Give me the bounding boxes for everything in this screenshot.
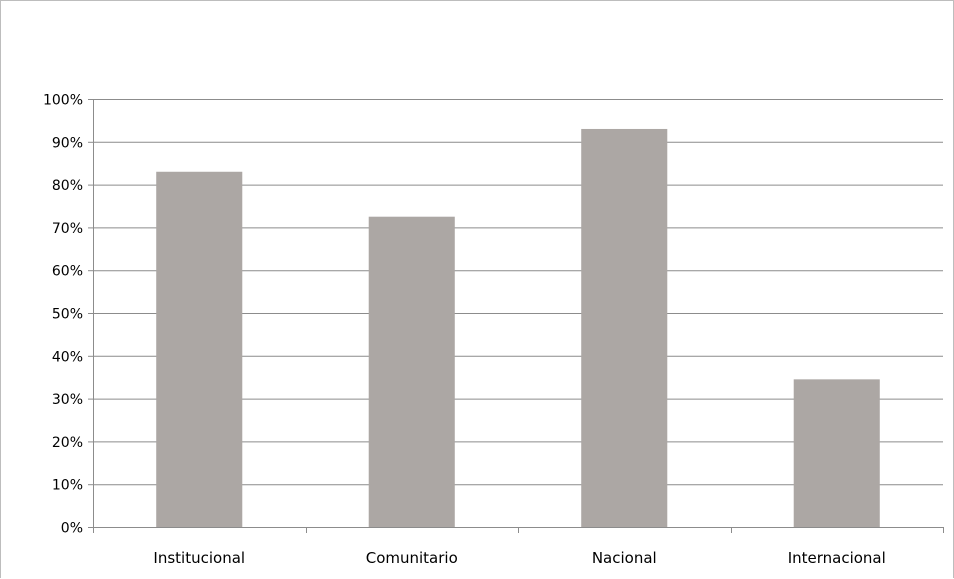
y-tick-label: 90% xyxy=(52,135,83,151)
labels: 0% 10% 20% 30% 40% 50% 60% 70% 80% 90% 100% Institu… xyxy=(43,93,886,568)
y-tick-label: 0% xyxy=(61,521,83,537)
y-tick-label: 10% xyxy=(52,478,83,494)
y-tick-label: 100% xyxy=(43,93,83,109)
y-tick-label: 60% xyxy=(52,264,83,280)
bars xyxy=(156,128,880,527)
y-tick-label: 80% xyxy=(52,178,83,194)
y-tick-label: 30% xyxy=(52,392,83,408)
y-tick-label: 70% xyxy=(52,221,83,237)
x-category-label: Institucional xyxy=(153,549,245,567)
x-category-label: Nacional xyxy=(592,549,657,567)
bar-comunitario xyxy=(368,216,455,527)
x-category-label: Comunitario xyxy=(366,549,458,567)
axes xyxy=(88,99,944,533)
bar-internacional xyxy=(793,379,880,527)
bar-institucional xyxy=(156,171,243,527)
y-tick-label: 20% xyxy=(52,435,83,451)
bar-nacional xyxy=(581,128,668,527)
y-tick-label: 40% xyxy=(52,349,83,365)
y-tick-label: 50% xyxy=(52,307,83,323)
x-category-label: Internacional xyxy=(788,549,886,567)
